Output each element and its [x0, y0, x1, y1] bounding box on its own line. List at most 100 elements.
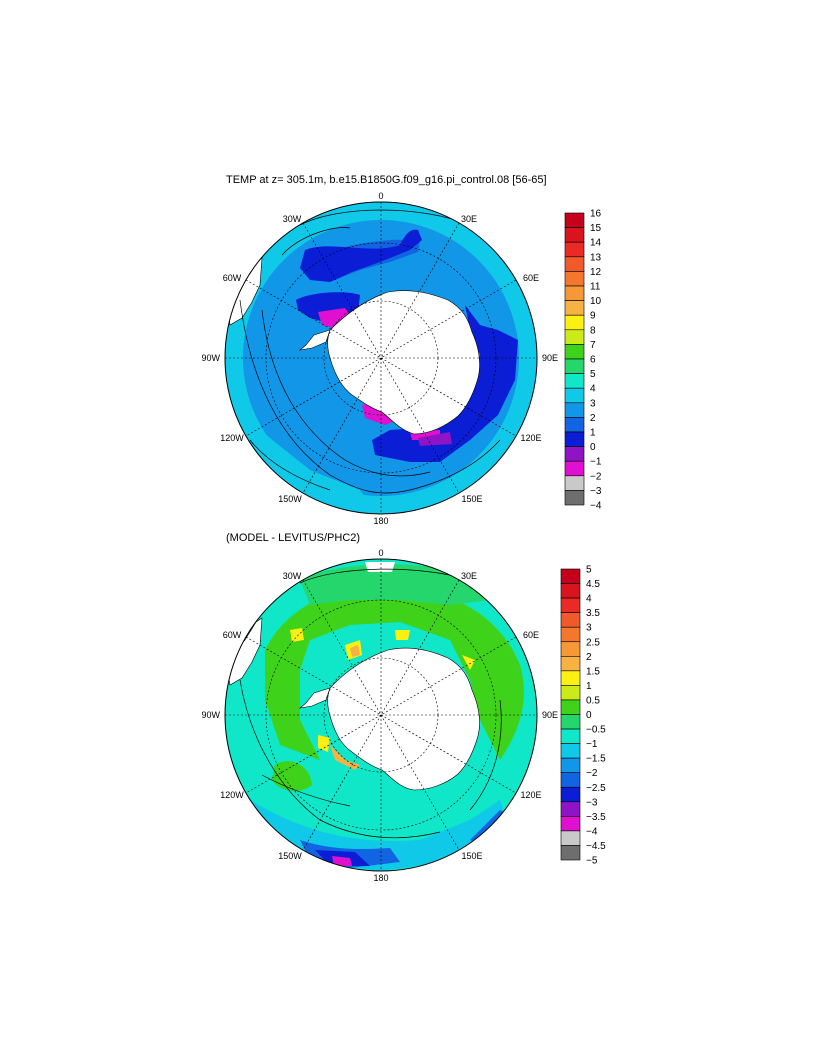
lon-label: 150W — [278, 851, 302, 861]
colorbar-tick-label: 5 — [590, 369, 596, 380]
colorbar-tick-label: −0.5 — [586, 725, 606, 736]
diff-field-coldest — [332, 856, 352, 866]
map-border — [224, 201, 538, 515]
colorbar-tick-label: 2.5 — [586, 637, 600, 648]
colorbar-tick-label: −1 — [590, 457, 602, 468]
colorbar-swatch — [560, 670, 581, 686]
colorbar-tick-label: −3.5 — [586, 812, 606, 823]
colorbar-swatch — [564, 402, 585, 418]
lon-label: 60E — [523, 273, 539, 283]
colorbar-swatch — [564, 300, 585, 316]
colorbar-swatch — [560, 772, 581, 788]
colorbar-swatch — [564, 314, 585, 331]
lon-label: 180 — [373, 873, 388, 883]
colorbar-swatch — [564, 329, 585, 345]
colorbar-tick-label: 3 — [586, 623, 592, 634]
colorbar-tick-label: 4 — [590, 384, 596, 395]
map-border — [224, 558, 538, 872]
colorbar-swatch — [560, 845, 581, 861]
lon-label: 60W — [223, 273, 242, 283]
longitude-labels: 0 30E 60E 90E 120E 150E 180 150W 120W 90… — [201, 548, 558, 883]
colorbar-tick-label: 2 — [586, 652, 592, 663]
colorbar-swatch — [560, 641, 581, 657]
panel-difference: (MODEL - LEVITUS/PHC2) — [201, 532, 606, 883]
panel-title: TEMP at z= 305.1m, b.e15.B1850G.f09_g16.… — [226, 174, 547, 186]
colorbar-tick-label: 6 — [590, 355, 596, 366]
colorbar-tick-label: 0.5 — [586, 695, 600, 706]
diff-field-positive-ring — [265, 584, 524, 760]
longitude-labels: 0 30E 60E 90E 120E 150E 180 150W 120W 90… — [201, 191, 558, 526]
colorbar: 5 4.5 4 3.5 3 2.5 2 1.5 1 0.5 0 −0.5 −1 −1.5 −2 −2.5 −3 −… — [560, 565, 606, 867]
colorbar-tick-label: 1.5 — [586, 666, 600, 677]
lon-label: 90W — [201, 353, 220, 363]
lon-label: 90E — [542, 353, 558, 363]
lon-label: 120E — [520, 433, 541, 443]
colorbar-swatch — [560, 583, 581, 599]
colorbar-tick-label: 4.5 — [586, 579, 600, 590]
diff-field-west-green — [272, 761, 312, 792]
ocean-field-south-west — [240, 430, 370, 505]
colorbar-swatch — [560, 699, 581, 715]
colorbar-swatch — [564, 241, 585, 258]
panel-temperature: TEMP at z= 305.1m, b.e15.B1850G.f09_g16.… — [201, 174, 601, 526]
colorbar-tick-label: 11 — [590, 282, 601, 293]
lon-label: 150W — [278, 494, 302, 504]
lon-label: 120W — [220, 790, 244, 800]
colorbar-swatch — [564, 227, 585, 243]
lon-label: 90E — [542, 710, 558, 720]
lon-label: 30W — [283, 214, 302, 224]
colorbar-tick-label: 0 — [586, 710, 592, 721]
colorbar-tick-label: −3 — [586, 797, 598, 808]
colorbar-tick-label: 3.5 — [586, 608, 600, 619]
colorbar-swatch — [564, 446, 585, 462]
colorbar-swatch — [564, 475, 585, 491]
colorbar-swatch — [564, 256, 585, 272]
colorbar-tick-label: 8 — [590, 325, 596, 336]
colorbar-tick-label: 16 — [590, 209, 602, 220]
colorbar-tick-label: 2 — [590, 413, 596, 424]
lon-label: 30E — [461, 571, 477, 581]
colorbar-tick-label: −2 — [590, 471, 602, 482]
colorbar-tick-label: −4 — [590, 501, 602, 512]
colorbar-tick-label: 13 — [590, 252, 602, 263]
colorbar-swatch — [564, 373, 585, 389]
antarctica — [327, 647, 480, 791]
lon-label: 0 — [378, 191, 383, 201]
lon-label: 30W — [283, 571, 302, 581]
lon-label: 150E — [461, 494, 482, 504]
polar-map — [225, 202, 537, 514]
colorbar-swatch — [560, 626, 581, 643]
lon-label: 120E — [520, 790, 541, 800]
colorbar-tick-label: 10 — [590, 296, 602, 307]
colorbar-tick-label: 15 — [590, 223, 602, 234]
colorbar-tick-label: −2 — [586, 768, 598, 779]
colorbar-tick-label: 7 — [590, 340, 596, 351]
colorbar-tick-label: −1 — [586, 739, 598, 750]
colorbar-tick-label: −2.5 — [586, 783, 606, 794]
lon-label: 60E — [523, 630, 539, 640]
colorbar-tick-label: −4.5 — [586, 841, 606, 852]
antarctic-peninsula — [298, 329, 331, 351]
sub-zero-patch — [318, 308, 440, 440]
colorbar-swatch — [564, 344, 585, 360]
colorbar-tick-label: −4 — [586, 826, 598, 837]
graticule — [225, 559, 537, 871]
graticule — [225, 202, 537, 514]
colorbar-tick-label: 1 — [586, 681, 592, 692]
colorbar-swatch — [560, 728, 581, 744]
colorbar-swatch — [564, 490, 585, 506]
colorbar-swatch — [564, 212, 585, 228]
antarctica — [327, 290, 480, 435]
colorbar-tick-label: 9 — [590, 311, 596, 322]
colorbar-swatch — [564, 431, 585, 447]
colorbar-swatch — [560, 801, 581, 817]
colorbar-tick-label: 3 — [590, 398, 596, 409]
colorbar-tick-label: 1 — [590, 428, 596, 439]
colorbar-swatch — [564, 417, 585, 433]
colorbar-swatch — [560, 830, 581, 846]
colorbar-swatch — [560, 568, 581, 584]
colorbar-swatch — [564, 271, 585, 287]
colorbar-swatch — [560, 597, 581, 613]
colorbar-tick-label: 12 — [590, 267, 602, 278]
